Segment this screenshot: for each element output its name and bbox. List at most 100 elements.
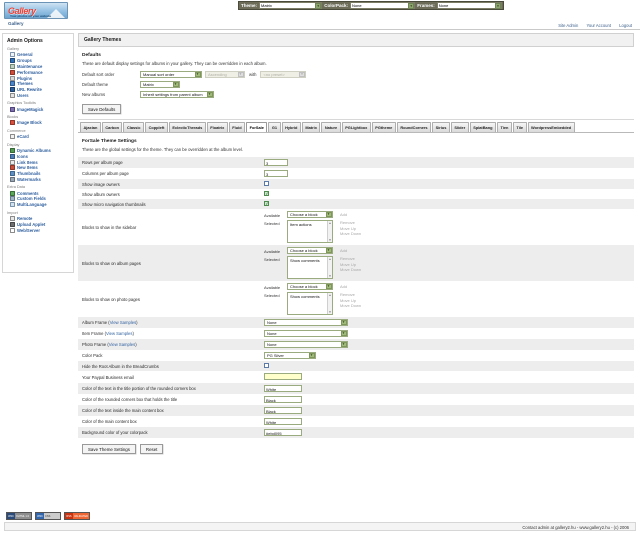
default-sort-order-select[interactable]: Manual sort order ▼ <box>140 71 202 78</box>
scrollbar[interactable]: ▲ ▼ <box>327 257 332 278</box>
gallery-logo[interactable]: Gallery Your photos on your website <box>4 2 68 19</box>
list-item[interactable]: Item actions <box>290 222 312 227</box>
move-up-block-button[interactable]: Move Up <box>340 261 357 267</box>
validation-badge[interactable]: W3C XHTML 1.0 <box>6 512 32 520</box>
sidebar-item-maintenance[interactable]: Maintenance <box>6 63 70 70</box>
sidebar-item-general[interactable]: General <box>6 52 70 58</box>
sidebar-item-dynamic-albums[interactable]: Dynamic Albums <box>6 147 70 154</box>
tab-eclecticthreads[interactable]: EclecticThreads <box>168 122 206 132</box>
selected-blocks-listbox[interactable]: Show comments ▲ ▼ <box>287 256 333 279</box>
sidebar-item-groups[interactable]: Groups <box>6 58 70 64</box>
add-block-button[interactable]: Add <box>340 211 348 217</box>
tab-coppleft[interactable]: Coppleft <box>145 122 168 132</box>
scroll-down-icon[interactable]: ▼ <box>328 238 332 242</box>
save-defaults-button[interactable]: Save Defaults <box>82 104 122 114</box>
sidebar-item-url-rewrite[interactable]: URL Rewrite <box>6 87 70 93</box>
album-frame-select[interactable]: None ▼ <box>264 319 348 326</box>
list-item[interactable]: Show comments <box>290 294 320 299</box>
new-albums-select[interactable]: Inherit settings from parent album ▼ <box>140 91 214 98</box>
main-text-color-input[interactable]: Black <box>264 407 302 414</box>
scroll-up-icon[interactable]: ▲ <box>328 257 332 261</box>
reset-button[interactable]: Reset <box>139 444 164 454</box>
sidebar-item-thumbnails[interactable]: Thumbnails <box>6 171 70 177</box>
scroll-up-icon[interactable]: ▲ <box>328 221 332 225</box>
sidebar-item-multilanguage[interactable]: MultiLanguage <box>6 202 70 208</box>
available-blocks-select[interactable]: Choose a block ▼ <box>287 283 333 290</box>
show-album-owners-checkbox[interactable] <box>264 191 269 197</box>
photo-frame-samples-link[interactable]: View Samples <box>108 342 136 347</box>
tab-ajaxian[interactable]: Ajaxian <box>80 122 101 132</box>
default-sort-direction-select[interactable]: Ascending ▼ <box>205 71 245 78</box>
scrollbar[interactable]: ▲ ▼ <box>327 293 332 314</box>
cols-per-page-input[interactable]: 3 <box>264 170 288 177</box>
sidebar-item-watermarks[interactable]: Watermarks <box>6 176 70 183</box>
site-admin-link[interactable]: Site Admin <box>558 23 579 28</box>
move-up-block-button[interactable]: Move Up <box>340 297 357 303</box>
item-frame-samples-link[interactable]: View Samples <box>105 331 133 336</box>
scroll-down-icon[interactable]: ▼ <box>328 274 332 278</box>
breadcrumb[interactable]: Gallery <box>8 21 24 26</box>
hide-root-album-checkbox[interactable] <box>264 363 269 368</box>
photo-frame-select[interactable]: None ▼ <box>264 341 348 348</box>
tab-pglightbox[interactable]: PGLightbox <box>341 122 371 132</box>
bg-color-input[interactable]: #ebd095 <box>264 429 302 436</box>
validation-badge[interactable]: W3C CSS <box>35 512 61 520</box>
paypal-email-input[interactable] <box>264 373 302 380</box>
tab-g1[interactable]: G1 <box>268 122 281 132</box>
tab-hybrid[interactable]: Hybrid <box>281 122 301 132</box>
item-frame-select[interactable]: None ▼ <box>264 330 348 337</box>
move-down-block-button[interactable]: Move Down <box>340 231 362 236</box>
sidebar-item-icons[interactable]: Icons <box>6 153 70 159</box>
show-image-owners-checkbox[interactable] <box>264 181 269 186</box>
main-box-color-input[interactable]: White <box>264 418 302 425</box>
frames-switch-select[interactable]: None ▼ <box>436 2 502 9</box>
sidebar-item-comments[interactable]: Comments <box>6 190 70 196</box>
selected-blocks-listbox[interactable]: Show comments ▲ ▼ <box>287 292 333 315</box>
available-blocks-select[interactable]: Choose a block ▼ <box>287 247 333 254</box>
rows-per-page-input[interactable]: 3 <box>264 159 288 166</box>
your-account-link[interactable]: Your Account <box>586 23 612 28</box>
tab-slider[interactable]: Slider <box>450 122 469 132</box>
tab-sirius[interactable]: Sirius <box>432 122 450 132</box>
color-pack-select[interactable]: PG Silver ▼ <box>264 352 316 359</box>
available-blocks-select[interactable]: Choose a block ▼ <box>287 211 333 218</box>
scrollbar[interactable]: ▲ ▼ <box>327 221 332 242</box>
scroll-down-icon[interactable]: ▼ <box>328 310 332 314</box>
sidebar-item-upload-applet[interactable]: Upload Applet <box>6 221 70 227</box>
colorpack-switch-select[interactable]: None ▼ <box>350 2 416 9</box>
list-item[interactable]: Show comments <box>290 258 320 263</box>
move-down-block-button[interactable]: Move Down <box>340 303 362 308</box>
sidebar-item-web-server[interactable]: Web/Server <box>6 227 70 233</box>
sidebar-item-link-items[interactable]: Link Items <box>6 159 70 165</box>
sidebar-item-imagemagick[interactable]: ImageMagick <box>6 106 70 112</box>
tab-fluid[interactable]: Fluid <box>228 122 246 132</box>
add-block-button[interactable]: Add <box>340 283 348 289</box>
tab-wordpressembedded[interactable]: WordpressEmbedded <box>527 122 575 132</box>
tab-splatbang[interactable]: SplatBang <box>469 122 496 132</box>
sidebar-item-themes[interactable]: Themes <box>6 81 70 87</box>
save-theme-settings-button[interactable]: Save Theme Settings <box>82 444 136 454</box>
show-micro-nav-checkbox[interactable] <box>264 201 269 207</box>
sidebar-item-users[interactable]: Users <box>6 92 70 98</box>
sidebar-item-custom-fields[interactable]: Custom Fields <box>6 196 70 202</box>
sidebar-item-plugins[interactable]: Plugins <box>6 75 70 81</box>
tab-floatrix[interactable]: Floatrix <box>206 122 228 132</box>
tab-tien[interactable]: Tien <box>496 122 512 132</box>
tab-forsale[interactable]: ForSale <box>246 122 268 132</box>
sidebar-item-remote[interactable]: Remote <box>6 216 70 222</box>
sidebar-item-new-items[interactable]: New Items <box>6 165 70 171</box>
move-up-block-button[interactable]: Move Up <box>340 225 357 231</box>
title-text-color-input[interactable]: White <box>264 385 302 392</box>
remove-block-button[interactable]: Remove <box>340 256 355 261</box>
move-down-block-button[interactable]: Move Down <box>340 267 362 272</box>
sidebar-item-image-block[interactable]: Image Block <box>6 120 70 126</box>
add-block-button[interactable]: Add <box>340 247 348 253</box>
tab-nature[interactable]: Nature <box>321 122 341 132</box>
validation-badge[interactable]: RSS VALIDATED <box>64 512 90 520</box>
theme-switch-select[interactable]: Matrix ▼ <box>259 2 323 9</box>
logout-link[interactable]: Logout <box>619 23 632 28</box>
album-frame-samples-link[interactable]: View Samples <box>109 320 137 325</box>
tab-classic[interactable]: Classic <box>123 122 145 132</box>
tab-pgtheme[interactable]: PGtheme <box>371 122 396 132</box>
selected-blocks-listbox[interactable]: Item actions ▲ ▼ <box>287 220 333 243</box>
